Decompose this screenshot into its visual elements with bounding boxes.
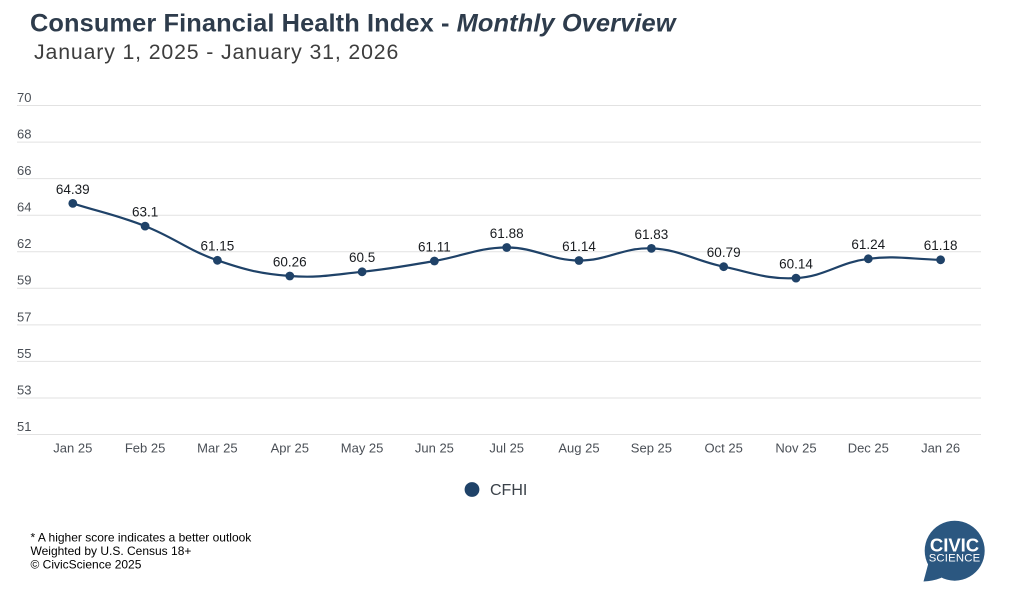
svg-text:Feb 25: Feb 25 <box>125 440 165 455</box>
svg-text:* A higher score indicates a b: * A higher score indicates a better outl… <box>31 530 253 544</box>
svg-text:64.39: 64.39 <box>56 182 90 197</box>
svg-text:51: 51 <box>17 419 31 434</box>
svg-text:60.26: 60.26 <box>273 254 307 269</box>
svg-text:66: 66 <box>17 163 31 178</box>
svg-text:61.18: 61.18 <box>924 238 958 253</box>
svg-text:Consumer Financial Health Inde: Consumer Financial Health Index - Monthl… <box>30 9 678 37</box>
svg-text:60.5: 60.5 <box>349 250 375 265</box>
svg-text:61.88: 61.88 <box>490 226 524 241</box>
svg-text:60.79: 60.79 <box>707 245 741 260</box>
svg-text:63.1: 63.1 <box>132 205 158 220</box>
svg-text:64: 64 <box>17 200 31 215</box>
svg-text:59: 59 <box>17 273 31 288</box>
svg-text:55: 55 <box>17 346 31 361</box>
svg-text:Mar 25: Mar 25 <box>197 440 237 455</box>
svg-text:Oct 25: Oct 25 <box>705 440 743 455</box>
svg-text:70: 70 <box>17 90 31 105</box>
svg-text:© CivicScience 2025: © CivicScience 2025 <box>31 558 142 572</box>
svg-text:61.11: 61.11 <box>418 239 451 254</box>
svg-text:May 25: May 25 <box>341 440 384 455</box>
svg-text:62: 62 <box>17 236 31 251</box>
svg-text:January 1, 2025 - January 31,: January 1, 2025 - January 31, 2026 <box>34 40 399 64</box>
svg-text:61.14: 61.14 <box>562 239 596 254</box>
svg-text:Jan 25: Jan 25 <box>53 440 92 455</box>
svg-text:Nov 25: Nov 25 <box>775 440 816 455</box>
svg-text:Dec 25: Dec 25 <box>848 440 889 455</box>
svg-text:Jun 25: Jun 25 <box>415 440 454 455</box>
svg-text:61.83: 61.83 <box>635 227 669 242</box>
svg-text:60.14: 60.14 <box>779 257 813 272</box>
svg-text:CFHI: CFHI <box>490 482 527 499</box>
svg-text:53: 53 <box>17 382 31 397</box>
svg-text:Apr 25: Apr 25 <box>271 440 309 455</box>
svg-text:CIVIC: CIVIC <box>930 535 979 556</box>
svg-text:57: 57 <box>17 309 31 324</box>
svg-text:Weighted by U.S. Census 18+: Weighted by U.S. Census 18+ <box>31 544 192 558</box>
svg-text:61.24: 61.24 <box>851 237 885 252</box>
svg-text:Sep 25: Sep 25 <box>631 440 672 455</box>
svg-text:61.15: 61.15 <box>201 239 235 254</box>
svg-text:Jul 25: Jul 25 <box>489 440 524 455</box>
svg-text:68: 68 <box>17 127 31 142</box>
svg-text:SCIENCE: SCIENCE <box>929 553 981 565</box>
svg-text:Jan 26: Jan 26 <box>921 440 960 455</box>
svg-text:Aug 25: Aug 25 <box>558 440 599 455</box>
